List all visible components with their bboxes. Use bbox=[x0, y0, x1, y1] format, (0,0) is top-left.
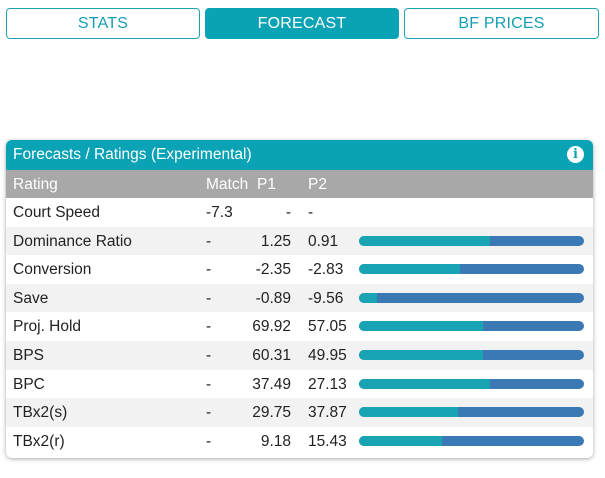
info-icon[interactable]: i bbox=[567, 146, 584, 163]
table-row: Save - -0.89 -9.56 bbox=[6, 283, 593, 313]
p1-share-fill bbox=[359, 264, 461, 275]
panel-title: Forecasts / Ratings (Experimental) bbox=[13, 146, 252, 163]
p2-value: 57.05 bbox=[308, 318, 347, 336]
p1-share-fill bbox=[359, 378, 490, 389]
ratings-table-body: Court Speed -7.3- - Dominance Ratio -1.25 0.9… bbox=[6, 198, 593, 455]
rating-name: Conversion bbox=[13, 261, 92, 279]
p1-value: -2.35 bbox=[255, 261, 291, 279]
p1-share-fill bbox=[359, 435, 443, 446]
column-header-p1: P1 bbox=[257, 176, 276, 193]
p1-share-fill bbox=[359, 292, 377, 303]
p1-value: 9.18 bbox=[260, 432, 291, 450]
rating-name: Save bbox=[13, 289, 49, 307]
p2-value: -9.56 bbox=[308, 289, 344, 307]
column-header-match: Match bbox=[206, 176, 249, 193]
comparison-bar bbox=[359, 321, 584, 332]
column-header-rating: Rating bbox=[13, 176, 58, 193]
comparison-bar bbox=[359, 264, 584, 275]
rating-name: BPC bbox=[13, 375, 45, 393]
table-row: Court Speed -7.3 - - bbox=[6, 198, 593, 227]
match-value: - bbox=[206, 318, 212, 336]
rating-name: Proj. Hold bbox=[13, 318, 82, 336]
tab-bar: STATS FORECAST BF PRICES bbox=[6, 8, 599, 39]
p2-value: 37.87 bbox=[308, 404, 347, 422]
table-row: TBx2(r) - 9.18 15.43 bbox=[6, 427, 593, 456]
rating-name: BPS bbox=[13, 346, 45, 364]
comparison-bar bbox=[359, 292, 584, 303]
table-row: BPC - 37.49 27.13 bbox=[6, 370, 593, 399]
p1-value: 69.92 bbox=[252, 318, 291, 336]
column-header-row: Rating Match P1 P2 bbox=[6, 170, 593, 198]
p1-share-fill bbox=[359, 321, 483, 332]
comparison-bar bbox=[359, 435, 584, 446]
table-row: Dominance Ratio - 1.25 0.91 bbox=[6, 226, 593, 256]
p1-value: 60.31 bbox=[252, 346, 291, 364]
p2-value: -2.83 bbox=[308, 261, 344, 279]
match-value: - bbox=[206, 404, 212, 422]
p1-value: - bbox=[285, 204, 291, 221]
column-header-p2: P2 bbox=[308, 176, 327, 193]
tab-forecast[interactable]: FORECAST bbox=[205, 8, 399, 39]
table-row: Proj. Hold - 69.92 57.05 bbox=[6, 312, 593, 341]
comparison-bar bbox=[359, 235, 584, 246]
match-value: - bbox=[206, 232, 212, 250]
match-value: - bbox=[206, 346, 212, 364]
rating-name: Dominance Ratio bbox=[13, 232, 132, 250]
tab-stats[interactable]: STATS bbox=[6, 8, 200, 39]
comparison-bar bbox=[359, 378, 584, 389]
p1-value: 29.75 bbox=[252, 404, 291, 422]
rating-name: TBx2(s) bbox=[13, 404, 68, 422]
comparison-bar bbox=[359, 407, 584, 418]
panel-header: Forecasts / Ratings (Experimental) i bbox=[6, 140, 593, 170]
comparison-bar bbox=[359, 349, 584, 360]
match-value: - bbox=[206, 375, 212, 393]
table-row: TBx2(s) - 29.75 37.87 bbox=[6, 398, 593, 427]
p2-value: - bbox=[308, 204, 314, 221]
p1-value: 1.25 bbox=[260, 232, 291, 250]
p2-value: 15.43 bbox=[308, 432, 347, 450]
match-value: -7.3 bbox=[206, 204, 233, 221]
tab-bf-prices[interactable]: BF PRICES bbox=[404, 8, 599, 39]
match-value: - bbox=[206, 261, 212, 279]
rating-name: Court Speed bbox=[13, 204, 101, 221]
p2-value: 27.13 bbox=[308, 375, 347, 393]
p1-share-fill bbox=[359, 407, 458, 418]
table-row: Conversion - -2.35 -2.83 bbox=[6, 255, 593, 284]
p1-share-fill bbox=[359, 349, 483, 360]
p2-value: 49.95 bbox=[308, 346, 347, 364]
match-value: - bbox=[206, 432, 212, 450]
forecast-panel: Forecasts / Ratings (Experimental) i Rat… bbox=[6, 140, 593, 458]
p2-value: 0.91 bbox=[308, 232, 339, 250]
p1-share-fill bbox=[359, 235, 490, 246]
rating-name: TBx2(r) bbox=[13, 432, 65, 450]
match-value: - bbox=[206, 289, 212, 307]
p1-value: -0.89 bbox=[255, 289, 291, 307]
p1-value: 37.49 bbox=[252, 375, 291, 393]
table-row: BPS - 60.31 49.95 bbox=[6, 340, 593, 370]
